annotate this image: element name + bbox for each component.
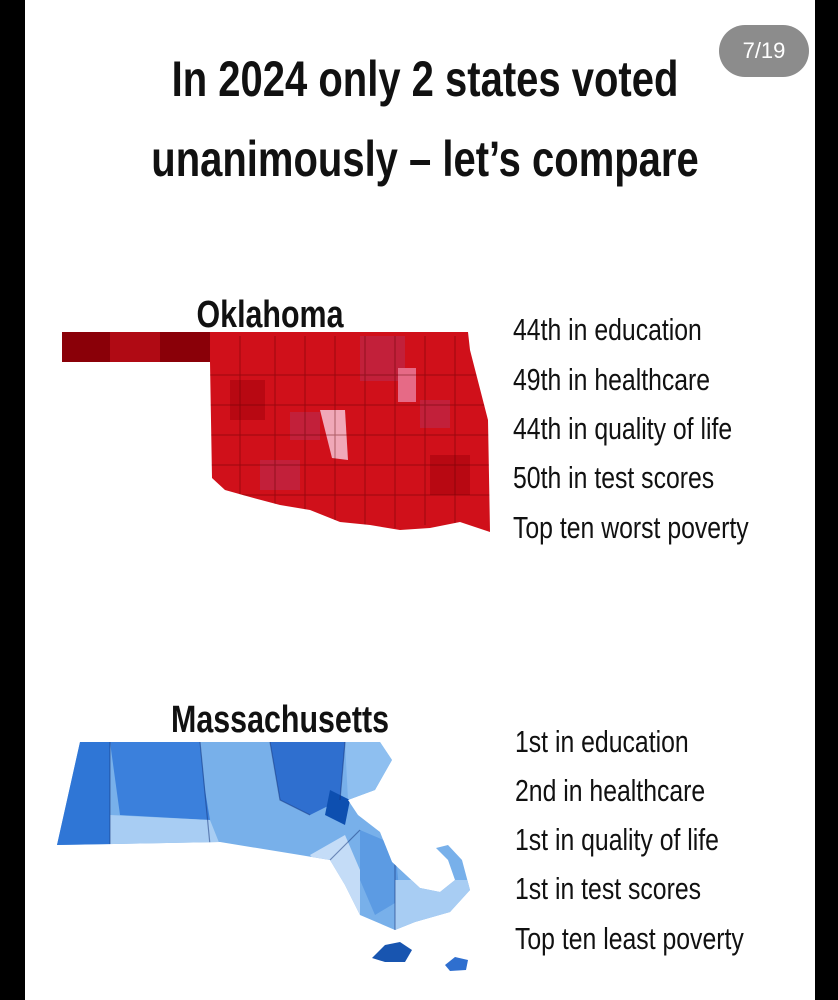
fact: 49th in healthcare (513, 362, 710, 396)
district (325, 790, 350, 825)
title-line: In 2024 only 2 states voted (172, 51, 679, 107)
badge-bg (719, 25, 809, 77)
oklahoma-map (62, 332, 490, 532)
fact: Top ten least poverty (515, 921, 744, 955)
county (320, 410, 348, 460)
title-line: unanimously – let’s compare (151, 131, 698, 187)
county (110, 332, 160, 362)
district (110, 815, 220, 845)
fact: 1st in test scores (515, 871, 701, 905)
county (260, 460, 300, 490)
fact: Top ten worst poverty (513, 510, 749, 544)
county-lines (210, 336, 490, 528)
county (430, 455, 470, 495)
county (230, 380, 265, 420)
page-indicator[interactable]: 7/19 (719, 25, 809, 77)
county (360, 336, 405, 381)
island (372, 942, 412, 962)
county (420, 400, 450, 428)
fact: 44th in education (513, 312, 702, 346)
state-name: Massachusetts (171, 699, 389, 741)
county (160, 332, 210, 362)
fact: 1st in quality of life (515, 822, 719, 856)
county (398, 368, 416, 402)
county (290, 412, 320, 440)
district (345, 742, 392, 800)
district-lines (109, 742, 396, 930)
fact: 1st in education (515, 724, 689, 758)
state-name: Oklahoma (197, 294, 345, 336)
fact: 44th in quality of life (513, 411, 732, 445)
massachusetts-map (57, 742, 470, 971)
state-shape (62, 332, 490, 532)
county (62, 332, 110, 362)
district (270, 742, 345, 815)
island (445, 957, 468, 971)
badge-text: 7/19 (743, 38, 786, 63)
district (110, 742, 210, 820)
fact: 2nd in healthcare (515, 773, 705, 807)
fact: 50th in test scores (513, 460, 714, 494)
